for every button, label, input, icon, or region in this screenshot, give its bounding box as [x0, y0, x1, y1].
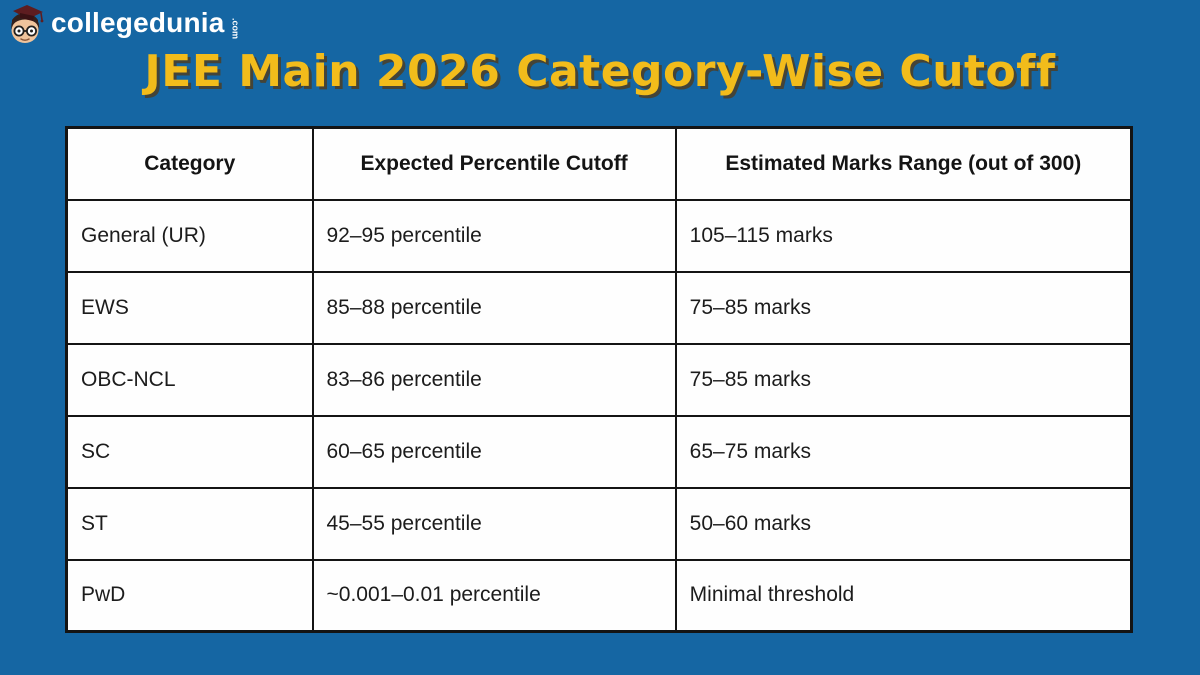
cell-marks: 50–60 marks — [674, 486, 1133, 561]
cell-marks: 75–85 marks — [674, 342, 1133, 417]
page-title: JEE Main 2026 Category-Wise Cutoff — [144, 46, 1056, 97]
header-marks-range: Estimated Marks Range (out of 300) — [674, 126, 1133, 201]
table-row-sc: SC 60–65 percentile 65–75 marks — [65, 414, 1133, 489]
collegedunia-logo: collegedunia .com — [6, 4, 241, 46]
cell-percentile: 85–88 percentile — [311, 270, 677, 345]
table-row-obc-ncl: OBC-NCL 83–86 percentile 75–85 marks — [65, 342, 1133, 417]
cell-percentile: 60–65 percentile — [311, 414, 677, 489]
cell-percentile: ~0.001–0.01 percentile — [311, 558, 677, 633]
table-row-st: ST 45–55 percentile 50–60 marks — [65, 486, 1133, 561]
cell-category: General (UR) — [65, 198, 314, 273]
cell-category: ST — [65, 486, 314, 561]
header-percentile-cutoff: Expected Percentile Cutoff — [311, 126, 677, 201]
cell-category: SC — [65, 414, 314, 489]
cell-percentile: 45–55 percentile — [311, 486, 677, 561]
table-row-ews: EWS 85–88 percentile 75–85 marks — [65, 270, 1133, 345]
cell-marks: 105–115 marks — [674, 198, 1133, 273]
table-row-pwd: PwD ~0.001–0.01 percentile Minimal thres… — [65, 558, 1133, 633]
header-category: Category — [65, 126, 314, 201]
cell-marks: 65–75 marks — [674, 414, 1133, 489]
cell-marks: Minimal threshold — [674, 558, 1133, 633]
student-mascot-icon — [11, 5, 44, 43]
cutoff-table: Category Expected Percentile Cutoff Esti… — [65, 126, 1133, 633]
cell-marks: 75–85 marks — [674, 270, 1133, 345]
cell-category: PwD — [65, 558, 314, 633]
table-header-row: Category Expected Percentile Cutoff Esti… — [65, 126, 1133, 201]
cell-category: EWS — [65, 270, 314, 345]
cell-percentile: 92–95 percentile — [311, 198, 677, 273]
cell-percentile: 83–86 percentile — [311, 342, 677, 417]
table-row-general: General (UR) 92–95 percentile 105–115 ma… — [65, 198, 1133, 273]
logo-dot-com: .com — [230, 18, 241, 40]
cell-category: OBC-NCL — [65, 342, 314, 417]
logo-wordmark: collegedunia — [51, 7, 225, 38]
